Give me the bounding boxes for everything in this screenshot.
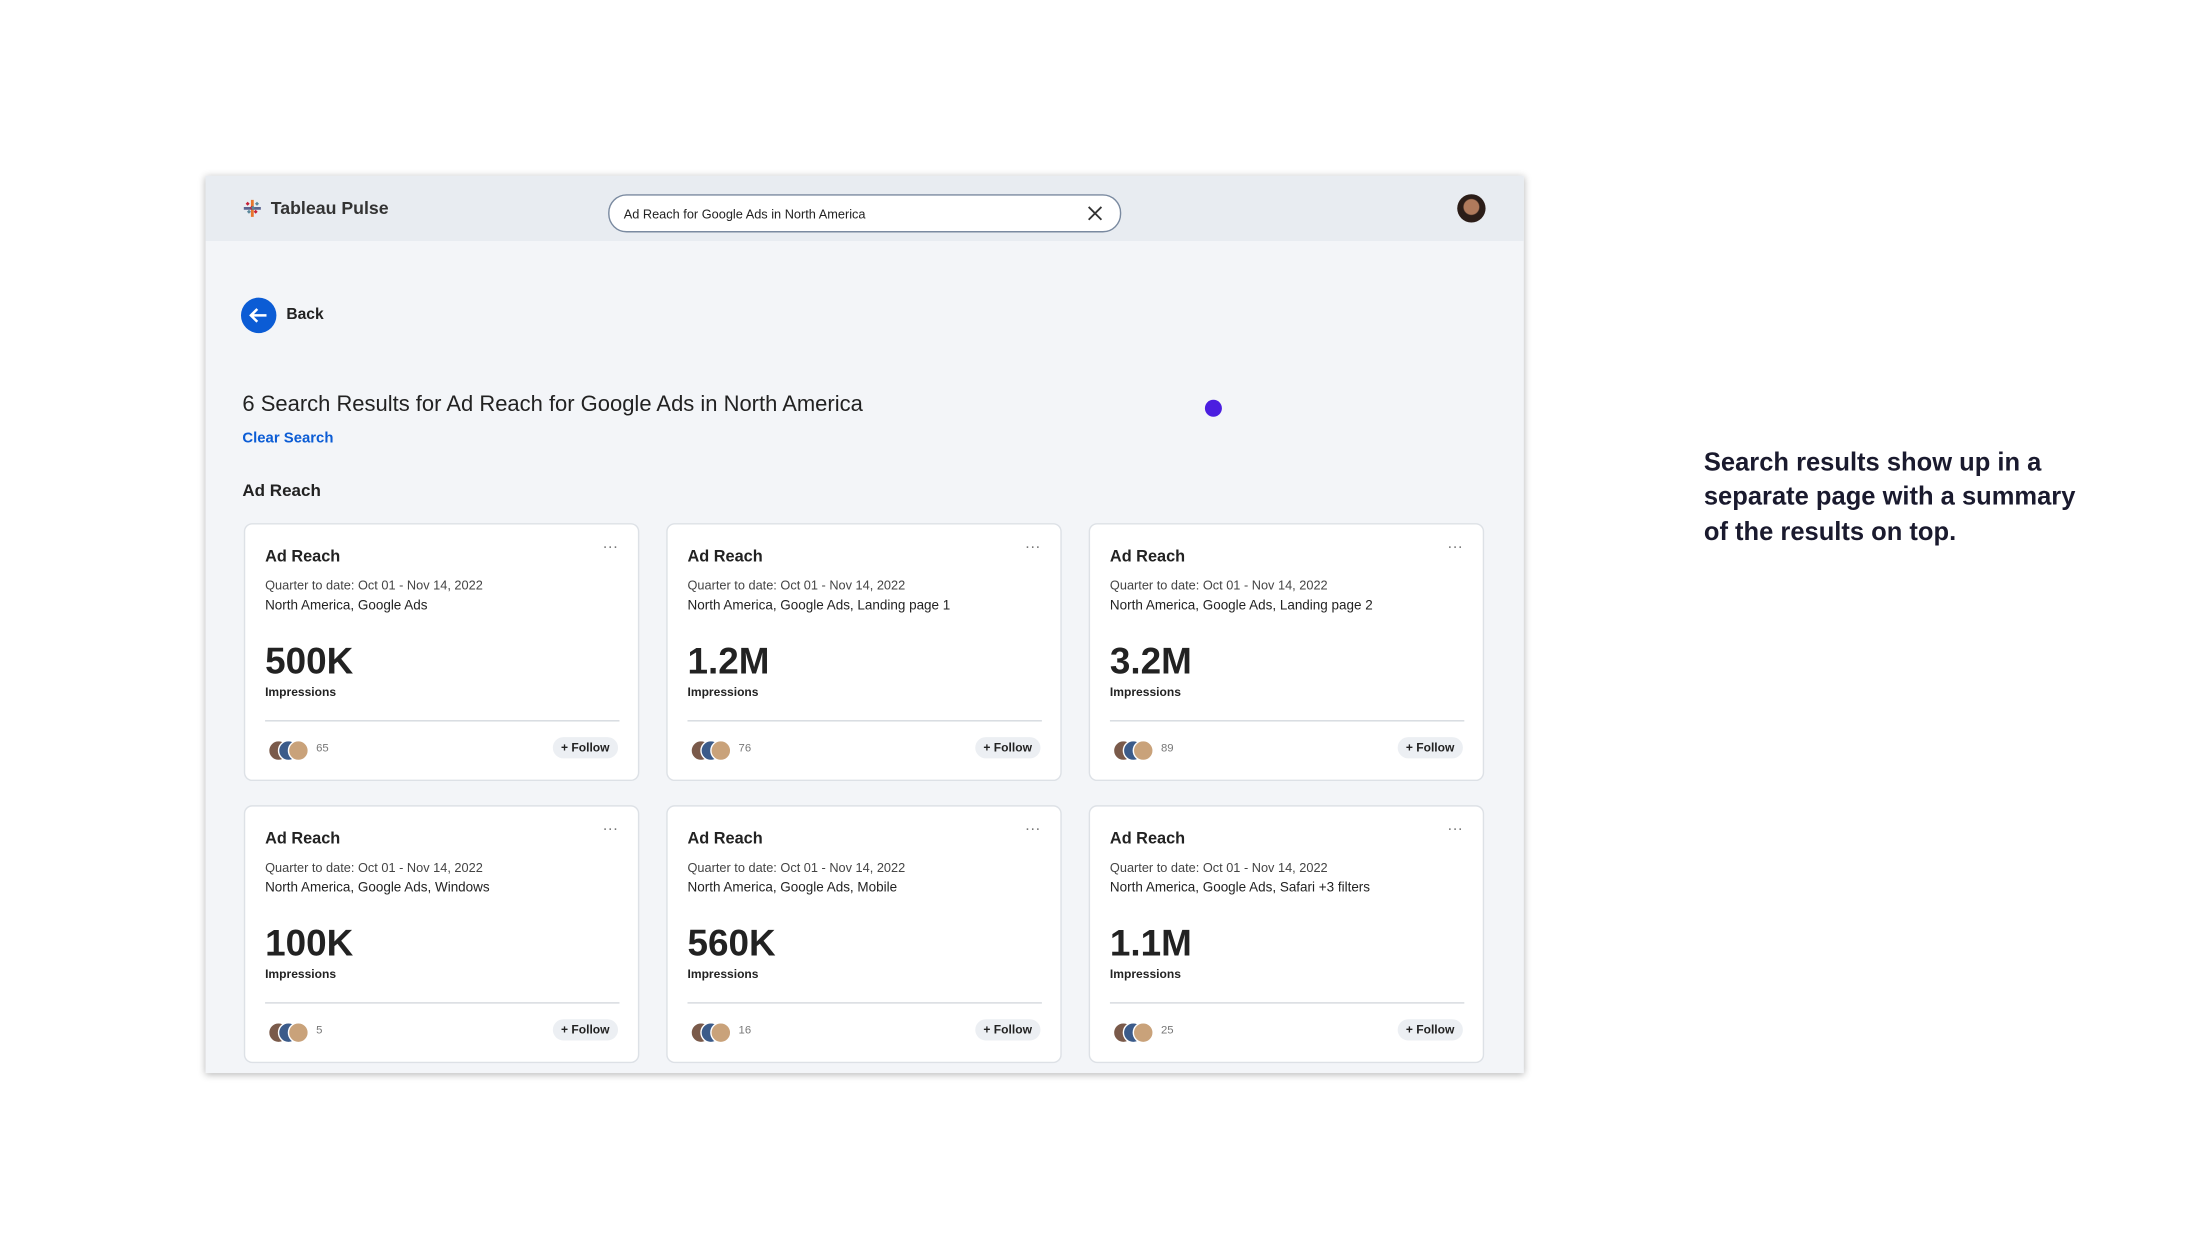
more-menu[interactable]: ···	[1024, 820, 1041, 838]
result-card[interactable]: Ad Reach Quarter to date: Oct 01 - Nov 14…	[1088, 523, 1485, 782]
annotation-line: Search results show up in a	[1703, 447, 2042, 477]
more-menu[interactable]: ···	[1447, 538, 1463, 556]
plus-icon: +	[983, 739, 994, 755]
more-menu[interactable]: ···	[1024, 538, 1041, 556]
card-unit: Impressions	[265, 684, 337, 699]
follow-label[interactable]: Follow	[993, 739, 1032, 755]
search-box[interactable]: Ad Reach for Google Ads in North America	[608, 194, 1122, 233]
card-value: 100K	[265, 921, 354, 964]
card-unit: Impressions	[1109, 966, 1181, 981]
card-period: Quarter to date: Oct 01 - Nov 14, 2022	[265, 578, 483, 593]
card-divider	[265, 720, 620, 722]
logo-icon	[243, 199, 261, 217]
card-period: Quarter to date: Oct 01 - Nov 14, 2022	[687, 860, 906, 875]
follower-avatar	[1132, 1022, 1154, 1044]
user-avatar[interactable]	[1457, 194, 1486, 223]
follower-avatar	[287, 1022, 310, 1044]
back-button[interactable]	[240, 297, 277, 334]
logo-text: Tableau Pulse	[270, 198, 389, 219]
follow-button[interactable]: + Follow	[974, 737, 1041, 759]
plus-icon: +	[983, 1022, 994, 1037]
card-value: 500K	[265, 639, 354, 682]
follower-count: 65	[316, 741, 329, 755]
follower-count: 25	[1160, 1023, 1174, 1037]
follow-label[interactable]: Follow	[993, 1022, 1032, 1037]
card-filters: North America, Google Ads, Mobile	[687, 880, 898, 896]
result-card[interactable]: Ad Reach Quarter to date: Oct 01 - Nov 14…	[666, 523, 1062, 782]
card-value: 3.2M	[1109, 639, 1192, 682]
card-filters: North America, Google Ads, Safari +3 fil…	[1109, 880, 1371, 896]
card-divider	[687, 720, 1042, 722]
result-card[interactable]: Ad Reach Quarter to date: Oct 01 - Nov 14…	[243, 523, 640, 782]
follower-avatar	[1132, 739, 1154, 762]
card-period: Quarter to date: Oct 01 - Nov 14, 2022	[687, 578, 906, 593]
back-arrow	[249, 308, 267, 323]
result-card[interactable]: Ad Reach Quarter to date: Oct 01 - Nov 14…	[243, 805, 640, 1064]
card-divider	[1109, 1002, 1465, 1004]
card-title: Ad Reach	[265, 548, 341, 566]
follow-label[interactable]: Follow	[571, 739, 610, 755]
card-title: Ad Reach	[1109, 548, 1186, 566]
card-value: 1.2M	[687, 639, 770, 682]
card-divider	[265, 1002, 620, 1004]
card-unit: Impressions	[1109, 684, 1181, 699]
result-card[interactable]: Ad Reach Quarter to date: Oct 01 - Nov 14…	[666, 805, 1062, 1064]
follower-avatar	[710, 1022, 732, 1044]
plus-icon: +	[560, 1022, 572, 1037]
more-menu[interactable]: ···	[602, 820, 619, 838]
section-title: Ad Reach	[242, 480, 321, 501]
card-filters: North America, Google Ads, Landing page …	[1109, 598, 1373, 614]
card-title: Ad Reach	[265, 830, 341, 848]
more-menu[interactable]: ···	[1447, 820, 1463, 838]
clear-search[interactable]: Clear Search	[242, 429, 334, 447]
back-label[interactable]: Back	[286, 306, 324, 324]
card-divider	[1109, 720, 1465, 722]
card-title: Ad Reach	[687, 830, 763, 848]
follower-avatar	[710, 739, 732, 762]
card-divider	[687, 1002, 1042, 1004]
card-period: Quarter to date: Oct 01 - Nov 14, 2022	[1109, 860, 1328, 875]
card-filters: North America, Google Ads, Landing page …	[687, 598, 951, 614]
plus-icon: +	[560, 739, 572, 755]
search-query: Ad Reach for Google Ads in North America	[623, 206, 866, 222]
card-period: Quarter to date: Oct 01 - Nov 14, 2022	[265, 860, 483, 875]
plus-icon: +	[1405, 1022, 1417, 1037]
follow-label[interactable]: Follow	[1416, 1022, 1455, 1037]
follower-count: 16	[738, 1023, 752, 1037]
follow-label[interactable]: Follow	[571, 1022, 610, 1037]
card-filters: North America, Google Ads, Windows	[265, 880, 490, 896]
card-value: 1.1M	[1109, 921, 1192, 964]
card-value: 560K	[687, 921, 776, 964]
annotation-line: separate page with a summary	[1703, 481, 2076, 511]
app-window: Tableau Pulse Ad Reach for Google Ads in…	[205, 175, 1524, 1074]
follow-button[interactable]: + Follow	[552, 1019, 619, 1041]
follower-count: 89	[1160, 741, 1174, 755]
follow-button[interactable]: + Follow	[1397, 1019, 1463, 1041]
header: Tableau Pulse Ad Reach for Google Ads in…	[205, 175, 1524, 241]
follow-button[interactable]: + Follow	[552, 737, 619, 759]
card-unit: Impressions	[687, 966, 759, 981]
follow-button[interactable]: + Follow	[974, 1019, 1041, 1041]
clear-icon[interactable]	[1087, 206, 1103, 222]
follower-avatar	[287, 739, 310, 762]
follower-count: 76	[738, 741, 752, 755]
follow-button[interactable]: + Follow	[1397, 737, 1463, 759]
follower-count: 5	[316, 1023, 323, 1037]
card-unit: Impressions	[265, 966, 337, 981]
card-title: Ad Reach	[1109, 830, 1186, 848]
card-unit: Impressions	[687, 684, 759, 699]
result-card[interactable]: Ad Reach Quarter to date: Oct 01 - Nov 14…	[1088, 805, 1485, 1064]
plus-icon: +	[1405, 739, 1417, 755]
card-period: Quarter to date: Oct 01 - Nov 14, 2022	[1109, 578, 1328, 593]
more-menu[interactable]: ···	[602, 538, 619, 556]
annotation-line: of the results on top.	[1703, 517, 1957, 546]
results-title: 6 Search Results for Ad Reach for Google…	[242, 392, 863, 417]
follow-label[interactable]: Follow	[1416, 739, 1455, 755]
card-title: Ad Reach	[687, 548, 763, 566]
card-filters: North America, Google Ads	[265, 598, 428, 614]
